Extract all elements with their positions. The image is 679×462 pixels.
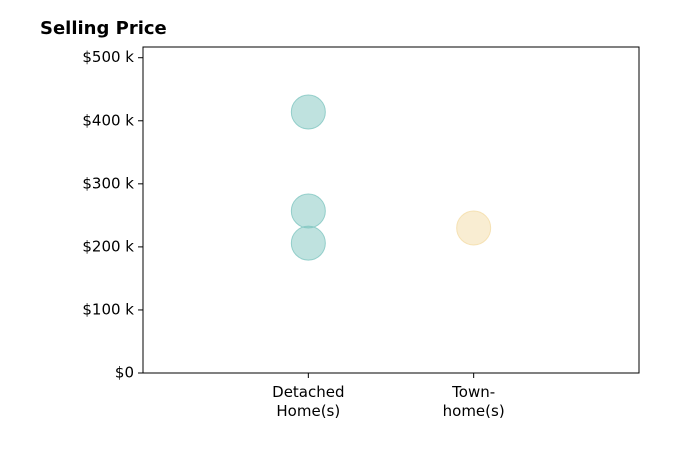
point xyxy=(290,193,326,229)
x-tick-label: Detached Home(s) xyxy=(272,383,344,420)
x-tick-label: Town-home(s) xyxy=(443,383,505,420)
y-tick-label: $0 xyxy=(115,364,134,382)
y-tick-label: $500 k xyxy=(82,48,134,66)
plot-frame xyxy=(142,46,640,374)
point xyxy=(456,210,492,246)
y-tick-label: $200 k xyxy=(82,237,134,255)
point xyxy=(290,225,326,261)
y-tick-label: $300 k xyxy=(82,174,134,192)
point xyxy=(290,94,326,130)
y-tick-label: $400 k xyxy=(82,111,134,129)
chart-title: Selling Price xyxy=(40,18,167,39)
y-tick-label: $100 k xyxy=(82,300,134,318)
